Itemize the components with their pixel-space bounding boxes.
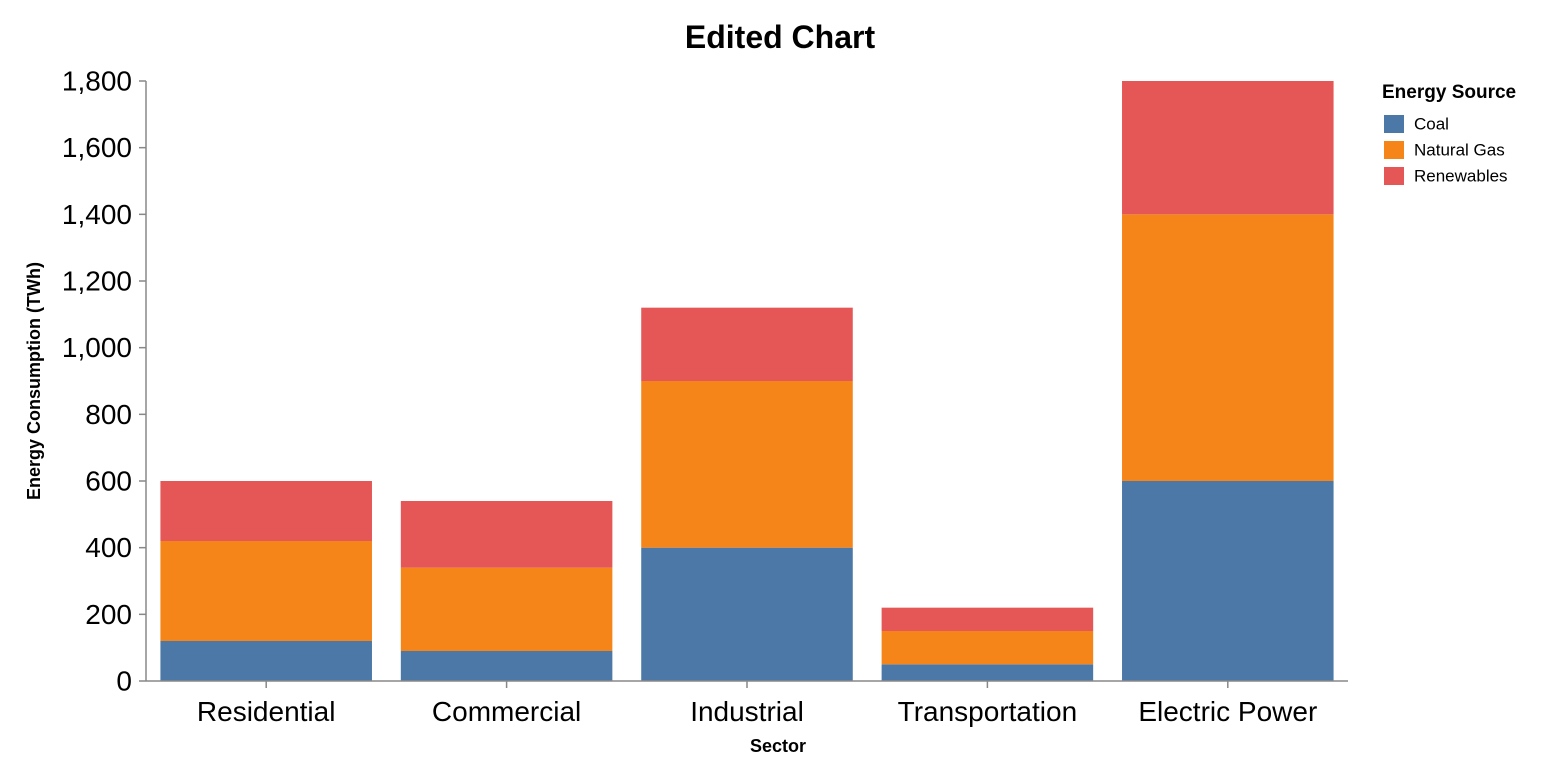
y-tick-label: 800: [85, 399, 132, 430]
y-axis: 0 200 400 600 800 1,000 1,200 1,400 1,600 1,800: [62, 66, 147, 697]
bar-transportation-coal: [881, 664, 1094, 681]
legend-swatch-natural-gas: [1384, 141, 1404, 159]
x-axis-title: Sector: [750, 736, 806, 756]
bar-electric-power-coal: [1122, 481, 1334, 681]
y-tick-label: 1,200: [62, 266, 132, 297]
bar-electric-power-renewables: [1122, 81, 1334, 215]
bar-commercial-coal: [400, 651, 613, 681]
y-tick-label: 600: [85, 466, 132, 497]
legend-label-coal: Coal: [1414, 115, 1449, 134]
legend-title: Energy Source: [1382, 82, 1516, 103]
x-tick-label: Electric Power: [1138, 696, 1317, 727]
bar-commercial-renewables: [400, 501, 613, 568]
y-axis-title: Energy Consumption (TWh): [24, 262, 44, 500]
bar-industrial-coal: [641, 547, 853, 681]
y-tick-label: 1,000: [62, 332, 132, 363]
bar-industrial-renewables: [641, 307, 853, 381]
y-tick-label: 1,400: [62, 199, 132, 230]
legend-swatch-renewables: [1384, 167, 1404, 185]
plot-area: [160, 81, 1334, 681]
bar-commercial-natural-gas: [400, 567, 613, 651]
x-tick-label: Industrial: [690, 696, 804, 727]
bar-residential-natural-gas: [160, 541, 372, 641]
y-tick-label: 1,600: [62, 132, 132, 163]
x-tick-label: Transportation: [898, 696, 1078, 727]
x-tick-label: Residential: [197, 696, 336, 727]
bar-residential-coal: [160, 641, 372, 681]
legend-label-renewables: Renewables: [1414, 167, 1508, 186]
bar-transportation-renewables: [881, 607, 1094, 631]
y-tick-label: 0: [116, 666, 132, 697]
legend-label-natural-gas: Natural Gas: [1414, 141, 1505, 160]
x-axis: Residential Commercial Industrial Transport…: [146, 680, 1348, 727]
y-tick-label: 200: [85, 599, 132, 630]
bar-electric-power-natural-gas: [1122, 214, 1334, 481]
y-tick-label: 1,800: [62, 66, 132, 97]
bar-residential-renewables: [160, 481, 372, 541]
y-tick-label: 400: [85, 532, 132, 563]
x-tick-label: Commercial: [432, 696, 581, 727]
chart-title: Edited Chart: [685, 19, 876, 55]
legend: Energy Source Coal Natural Gas Renewables: [1382, 82, 1516, 186]
legend-swatch-coal: [1384, 115, 1404, 133]
bar-industrial-natural-gas: [641, 381, 853, 548]
bar-transportation-natural-gas: [881, 631, 1094, 665]
